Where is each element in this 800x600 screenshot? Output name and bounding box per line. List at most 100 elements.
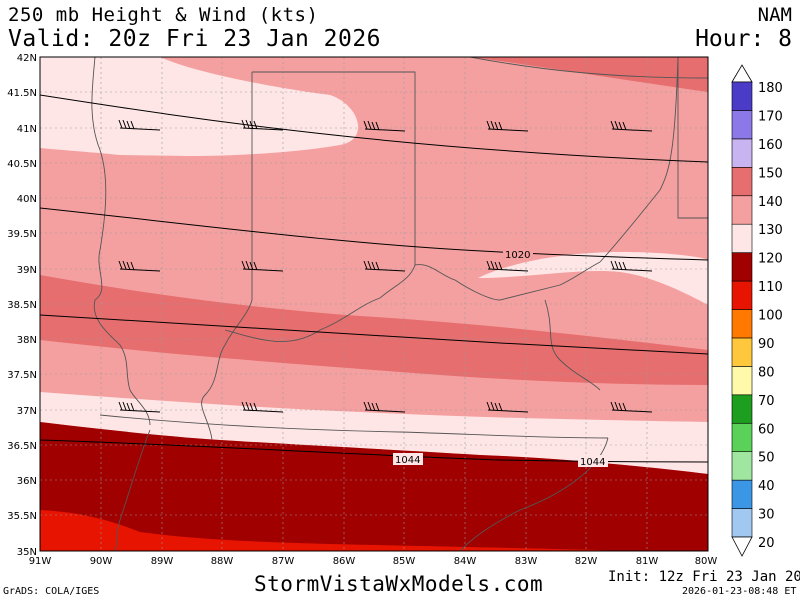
wind-barb	[118, 119, 161, 131]
legend-swatch	[731, 451, 753, 481]
contour-label-1044-east: 1044	[580, 457, 605, 468]
wind-barb	[241, 119, 284, 131]
legend-label: 130	[758, 223, 783, 238]
legend-label: 80	[758, 365, 775, 380]
legend-label: 160	[758, 138, 783, 153]
band-110-kts	[40, 510, 600, 551]
legend-label: 90	[758, 337, 775, 352]
legend-swatch	[731, 422, 753, 452]
lon-label: 83W	[515, 556, 538, 567]
legend-boxes	[731, 81, 753, 538]
legend-swatch	[731, 167, 753, 197]
lat-label: 41.5N	[7, 88, 37, 99]
band-120-kts	[40, 422, 708, 551]
legend-label: 140	[758, 195, 783, 210]
lon-label: 80W	[695, 556, 718, 567]
lat-label: 35N	[17, 547, 37, 558]
model-name: NAM	[757, 4, 792, 26]
lat-label: 35.5N	[7, 511, 37, 522]
lat-label: 36.5N	[7, 441, 37, 452]
legend-swatch	[731, 110, 753, 140]
legend-swatch	[731, 479, 753, 509]
wind-barb	[363, 260, 406, 272]
lat-label: 37N	[17, 406, 37, 417]
generated-timestamp: 2026-01-23-08:48 ET	[682, 586, 797, 597]
lon-label: 89W	[151, 556, 174, 567]
wind-barb	[486, 401, 529, 413]
legend-label: 180	[758, 81, 783, 96]
legend-label: 100	[758, 309, 783, 324]
wind-barb	[118, 401, 161, 413]
wind-barb	[363, 120, 406, 132]
contour-label-bg	[503, 248, 533, 260]
contour-label-bg	[393, 453, 423, 465]
lat-label: 37.5N	[7, 370, 37, 381]
legend-swatch	[731, 223, 753, 253]
lat-label: 40N	[17, 194, 37, 205]
height-contours	[40, 94, 708, 463]
lon-label: 86W	[333, 556, 356, 567]
color-legend: 180 170 160 150 140 130 120 110 100 90 80 70 60 50 40 3…	[731, 64, 783, 557]
legend-label: 120	[758, 252, 783, 267]
lat-label: 38N	[17, 335, 37, 346]
valid-time: Valid: 20z Fri 23 Jan 2026	[8, 26, 382, 52]
wind-barb	[241, 260, 284, 272]
legend-label: 30	[758, 508, 775, 523]
weather-map: 1020 1044 1044 42N 41.5N 41N 40.5N 40N 3…	[7, 53, 783, 567]
legend-label: 70	[758, 394, 775, 409]
legend-label: 110	[758, 280, 783, 295]
legend-swatch	[731, 394, 753, 424]
lon-label: 87W	[272, 556, 295, 567]
contour-label-1044-west: 1044	[395, 455, 420, 466]
legend-arrow-top	[731, 64, 753, 83]
wind-barb	[241, 401, 284, 413]
site-watermark: StormVistaWxModels.com	[254, 572, 544, 596]
band-150-kts-jet	[40, 275, 708, 385]
legend-swatch	[731, 138, 753, 168]
legend-swatch	[731, 508, 753, 538]
lon-label: 90W	[90, 556, 113, 567]
wind-barbs	[118, 119, 653, 413]
state-borders	[91, 57, 708, 551]
lat-label: 39.5N	[7, 229, 37, 240]
wind-barb	[610, 401, 653, 413]
lon-label: 88W	[211, 556, 234, 567]
map-title: 250 mb Height & Wind (kts)	[8, 4, 319, 26]
lat-label: 39N	[17, 265, 37, 276]
legend-label: 150	[758, 166, 783, 181]
legend-label: 50	[758, 451, 775, 466]
longitude-labels: 91W 90W 89W 88W 87W 86W 85W 84W 83W 82W …	[29, 556, 718, 567]
graticule	[40, 57, 708, 551]
grads-credit: GrADS: COLA/IGES	[3, 586, 100, 597]
lon-label: 91W	[29, 556, 52, 567]
lon-label: 85W	[393, 556, 416, 567]
legend-swatch	[731, 252, 753, 282]
map-frame	[39, 56, 709, 552]
legend-swatch	[731, 366, 753, 396]
legend-swatch	[731, 280, 753, 310]
legend-label: 170	[758, 109, 783, 124]
band-130-kts-north	[40, 57, 359, 156]
legend-label: 20	[758, 536, 775, 551]
band-130-kts-south	[40, 392, 708, 474]
lon-label: 84W	[454, 556, 477, 567]
lat-label: 42N	[17, 53, 37, 64]
wind-barb	[610, 260, 653, 272]
legend-arrow-bottom	[731, 536, 753, 557]
wind-barb	[486, 260, 529, 272]
legend-swatch	[731, 195, 753, 225]
legend-label: 40	[758, 479, 775, 494]
contour-label-1020: 1020	[505, 250, 530, 261]
legend-swatch	[731, 309, 753, 339]
legend-label: 60	[758, 422, 775, 437]
init-time: Init: 12z Fri 23 Jan 2026	[608, 569, 800, 585]
lat-label: 36N	[17, 476, 37, 487]
wind-barb	[610, 120, 653, 132]
lon-label: 82W	[575, 556, 598, 567]
lat-label: 40.5N	[7, 159, 37, 170]
wind-barb	[363, 401, 406, 413]
lat-label: 38.5N	[7, 300, 37, 311]
wind-barb	[118, 260, 161, 272]
contour-label-bg	[578, 455, 608, 467]
lat-label: 41N	[17, 124, 37, 135]
